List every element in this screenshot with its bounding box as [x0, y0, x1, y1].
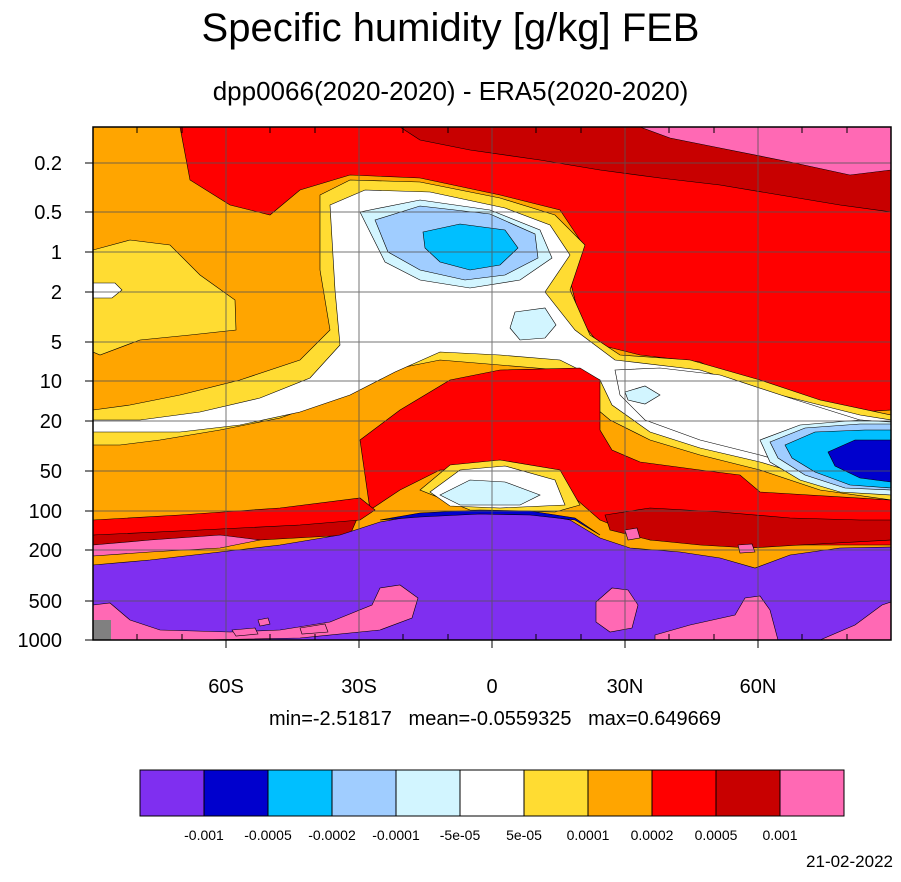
- region-pos-5e5-left: [93, 239, 237, 356]
- colorbar-label: -0.0002: [308, 827, 356, 843]
- y-tick-label: 1: [51, 242, 62, 264]
- colorbar-label: 0.0001: [567, 827, 610, 843]
- region-pos-max-blob1: [93, 584, 419, 640]
- colorbar-box: [395, 769, 461, 817]
- y-tick-label: 1000: [18, 630, 63, 652]
- region-pos-max-left: [93, 534, 261, 557]
- minor-ticks: [136, 127, 848, 640]
- x-axis: 60S 30S 0 30N 60N: [208, 676, 776, 698]
- colorbar-box: [587, 769, 653, 817]
- colorbar: [139, 769, 845, 817]
- colorbar-label: 0.0002: [631, 827, 674, 843]
- colorbar-label: -0.0005: [244, 827, 292, 843]
- region-pos-max-blob9: [737, 543, 756, 554]
- x-tick-label: 30N: [607, 676, 644, 698]
- chart-subtitle: dpp0066(2020-2020) - ERA5(2020-2020): [212, 76, 689, 106]
- colorbar-box: [203, 769, 269, 817]
- colorbar-box: [267, 769, 333, 817]
- stat-min: min=-2.51817: [268, 708, 392, 730]
- region-zero-left-notch: [93, 282, 123, 299]
- y-ticks: [85, 162, 93, 641]
- x-tick-label: 0: [486, 676, 497, 698]
- region-pos-max-blob3: [654, 595, 779, 640]
- colorbar-box: [331, 769, 397, 817]
- region-pos-max-blob6: [231, 627, 259, 637]
- stats-line: min=-2.51817 mean=-0.0559325 max=0.64966…: [0, 708, 901, 731]
- region-neg-5e5-mid: [439, 479, 541, 506]
- colorbar-label: 5e-05: [506, 827, 542, 843]
- colorbar-label: -0.0001: [372, 827, 420, 843]
- colorbar-labels: -0.001 -0.0005 -0.0002 -0.0001 -5e-05 5e…: [184, 827, 798, 843]
- colorbar-box: [523, 769, 589, 817]
- region-pos-max-blob8: [624, 527, 641, 541]
- y-tick-label: 500: [29, 591, 62, 613]
- x-tick-label: 60N: [740, 676, 777, 698]
- y-tick-label: 200: [29, 540, 62, 562]
- x-tick-label: 30S: [341, 676, 377, 698]
- date-stamp: 21-02-2022: [806, 852, 893, 871]
- region-pos-max-blob4: [819, 601, 891, 640]
- grid-lines: [93, 127, 891, 640]
- region-pos-max-blob2: [595, 587, 639, 633]
- colorbar-label: 0.0005: [695, 827, 738, 843]
- y-tick-label: 20: [40, 411, 62, 433]
- colorbar-label: -0.001: [184, 827, 224, 843]
- region-neg-5e5-small: [509, 307, 557, 341]
- colorbar-box: [651, 769, 717, 817]
- y-tick-label: 0.5: [34, 202, 62, 224]
- y-tick-label: 100: [29, 501, 62, 523]
- y-tick-label: 10: [40, 371, 62, 393]
- y-tick-label: 2: [51, 282, 62, 304]
- colorbar-box: [715, 769, 781, 817]
- colorbar-label: -5e-05: [440, 827, 481, 843]
- stat-mean: mean=-0.0559325: [408, 708, 572, 730]
- colorbar-box: [459, 769, 525, 817]
- y-tick-label: 50: [40, 461, 62, 483]
- region-neg-5e5-right-small: [624, 385, 661, 405]
- stat-max: max=0.649669: [588, 708, 722, 730]
- region-pos-max-blob5: [257, 617, 271, 627]
- colorbar-box: [139, 769, 205, 817]
- colorbar-box: [779, 769, 845, 817]
- region-neg-2e4-upper: [422, 223, 519, 271]
- y-axis: 0.2 0.5 1 2 5 10 20 50 100 200 500 1000: [18, 153, 63, 652]
- chart-title: Specific humidity [g/kg] FEB: [201, 6, 700, 50]
- colorbar-label: 0.001: [762, 827, 797, 843]
- y-tick-label: 0.2: [34, 153, 62, 175]
- x-tick-label: 60S: [208, 676, 244, 698]
- region-pos-5e4-mid: [604, 507, 891, 549]
- region-missing: [93, 620, 111, 640]
- y-tick-label: 5: [51, 332, 62, 354]
- region-pos-max-blob7: [299, 623, 329, 635]
- x-ticks: [225, 640, 759, 648]
